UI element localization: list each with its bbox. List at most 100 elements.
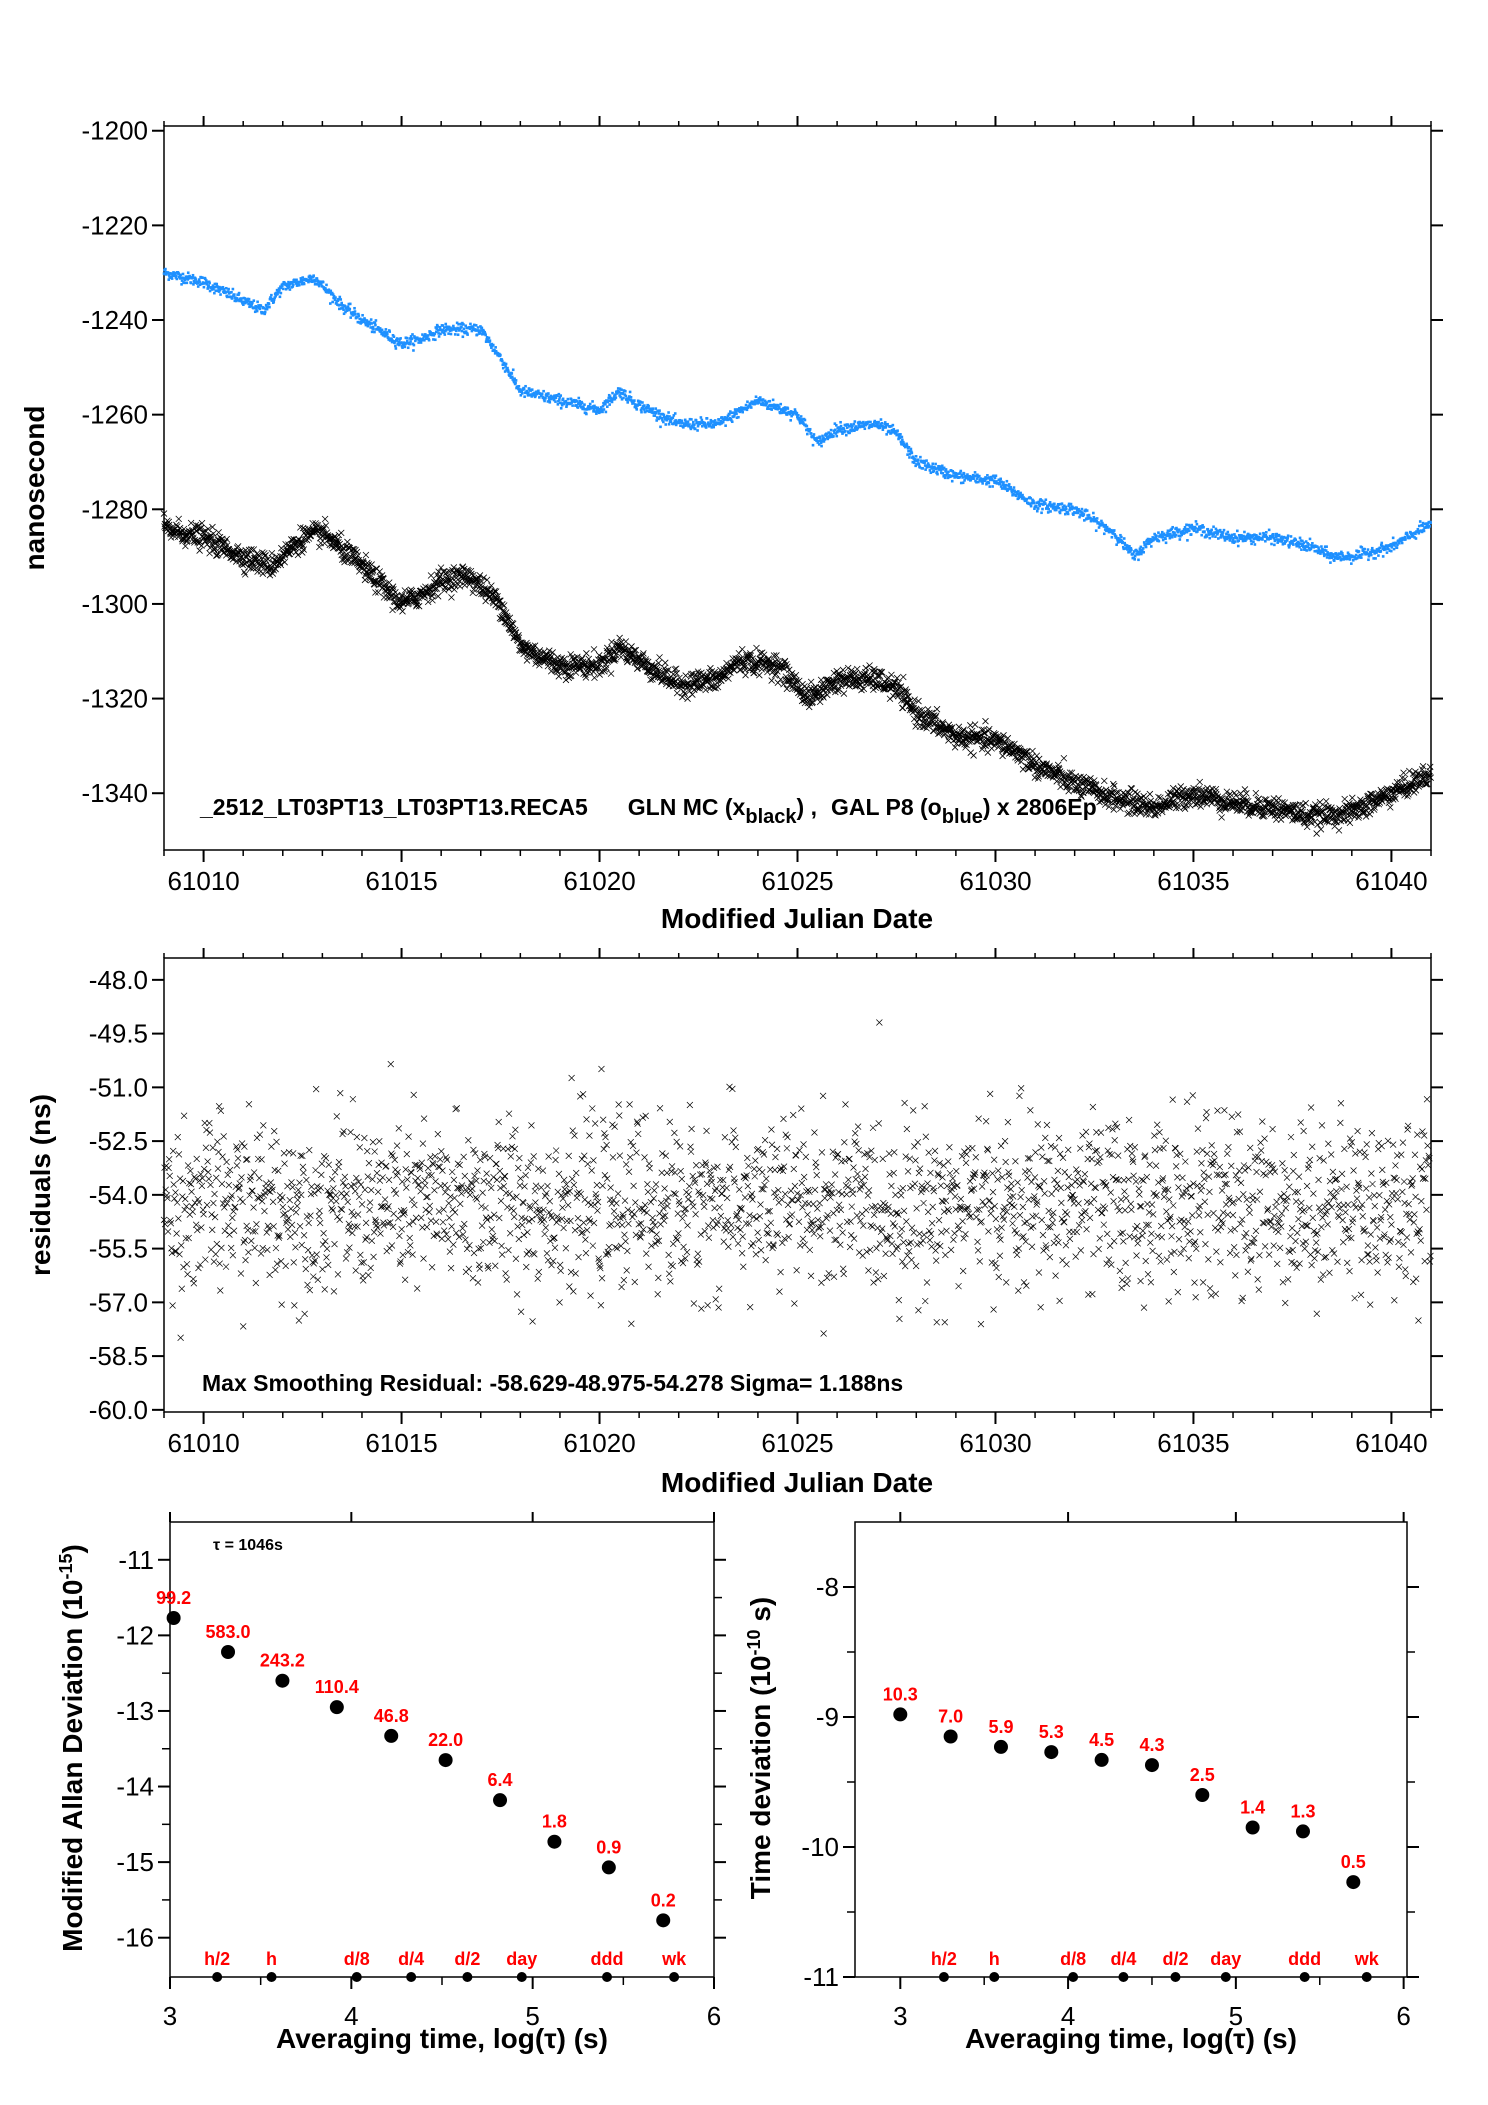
data-point bbox=[529, 389, 533, 392]
data-point bbox=[1161, 538, 1165, 542]
data-point bbox=[1162, 532, 1166, 536]
data-point bbox=[1029, 496, 1032, 500]
data-point bbox=[1324, 553, 1327, 556]
data-point bbox=[871, 674, 879, 682]
data-point bbox=[1297, 544, 1300, 548]
data-point bbox=[198, 542, 205, 549]
data-point bbox=[1224, 535, 1228, 539]
data-point bbox=[1359, 554, 1362, 558]
data-point bbox=[1064, 507, 1068, 511]
x-tick-label: 61015 bbox=[365, 866, 437, 896]
data-point bbox=[431, 333, 434, 336]
data-point bbox=[994, 481, 997, 485]
data-point bbox=[286, 283, 289, 286]
data-point bbox=[1024, 765, 1032, 772]
data-point bbox=[878, 426, 882, 429]
data-point bbox=[1009, 485, 1012, 489]
x-tick-label: 61020 bbox=[563, 866, 635, 896]
data-point bbox=[653, 664, 660, 671]
data-point bbox=[216, 289, 219, 293]
data-point bbox=[1221, 534, 1224, 537]
data-point bbox=[988, 485, 992, 488]
data-point bbox=[233, 293, 236, 296]
data-point bbox=[1102, 532, 1106, 536]
data-point bbox=[248, 305, 251, 309]
data-point bbox=[344, 306, 348, 310]
data-point bbox=[337, 297, 340, 301]
data-point bbox=[930, 727, 937, 735]
data-point bbox=[409, 340, 412, 343]
data-point bbox=[1118, 538, 1121, 541]
data-point bbox=[397, 340, 401, 344]
data-point bbox=[587, 407, 591, 411]
data-point bbox=[651, 407, 655, 410]
data-point bbox=[839, 424, 843, 428]
data-point bbox=[1113, 789, 1120, 796]
data-point bbox=[986, 725, 993, 733]
data-point bbox=[1321, 547, 1324, 551]
data-point bbox=[666, 417, 670, 421]
data-point bbox=[862, 424, 866, 428]
data-point bbox=[940, 466, 944, 469]
data-point bbox=[508, 372, 512, 376]
data-point bbox=[784, 411, 788, 415]
data-point bbox=[1201, 524, 1204, 527]
data-point bbox=[1342, 557, 1346, 561]
data-point bbox=[1429, 521, 1432, 525]
data-point bbox=[656, 409, 660, 413]
data-point bbox=[1183, 531, 1186, 535]
data-point bbox=[578, 400, 582, 403]
data-point bbox=[341, 306, 344, 310]
data-point bbox=[333, 298, 337, 302]
data-point bbox=[1347, 553, 1351, 556]
data-point bbox=[1264, 533, 1268, 537]
data-point bbox=[1126, 548, 1129, 551]
data-point bbox=[1037, 502, 1041, 506]
data-point bbox=[977, 480, 980, 484]
data-point bbox=[702, 686, 709, 694]
data-point bbox=[468, 325, 471, 329]
data-point bbox=[219, 293, 222, 296]
data-point bbox=[1354, 557, 1357, 561]
data-point bbox=[934, 462, 937, 466]
data-point bbox=[607, 670, 615, 677]
data-point bbox=[1144, 545, 1148, 549]
data-point bbox=[606, 400, 610, 404]
data-point bbox=[1139, 548, 1142, 552]
data-point bbox=[1183, 525, 1187, 529]
data-point bbox=[928, 469, 932, 472]
data-point bbox=[711, 668, 718, 676]
data-point bbox=[1092, 511, 1095, 515]
data-point bbox=[386, 336, 390, 340]
data-point bbox=[591, 405, 595, 408]
data-point bbox=[902, 442, 906, 446]
data-point bbox=[621, 391, 625, 395]
data-point bbox=[1300, 548, 1303, 551]
data-point bbox=[1121, 540, 1125, 544]
data-point bbox=[913, 458, 917, 461]
data-point bbox=[380, 575, 387, 583]
data-point bbox=[1046, 762, 1053, 770]
data-point bbox=[167, 278, 171, 281]
data-point bbox=[214, 289, 218, 292]
data-point bbox=[1168, 536, 1172, 540]
data-point bbox=[180, 283, 183, 286]
data-point bbox=[1186, 527, 1190, 531]
data-point bbox=[820, 444, 823, 448]
data-point bbox=[899, 432, 902, 436]
data-point bbox=[825, 432, 829, 436]
data-point bbox=[738, 407, 741, 410]
data-point bbox=[835, 423, 838, 427]
data-point bbox=[936, 466, 940, 470]
data-point bbox=[470, 586, 478, 593]
data-point bbox=[613, 640, 620, 647]
data-point bbox=[1403, 535, 1407, 539]
data-point bbox=[1285, 539, 1289, 542]
data-point bbox=[927, 464, 931, 467]
data-point bbox=[757, 398, 760, 402]
data-point bbox=[853, 429, 856, 432]
data-point bbox=[1185, 530, 1189, 534]
data-point bbox=[1264, 539, 1267, 543]
data-point bbox=[671, 416, 675, 420]
data-point bbox=[250, 564, 257, 572]
